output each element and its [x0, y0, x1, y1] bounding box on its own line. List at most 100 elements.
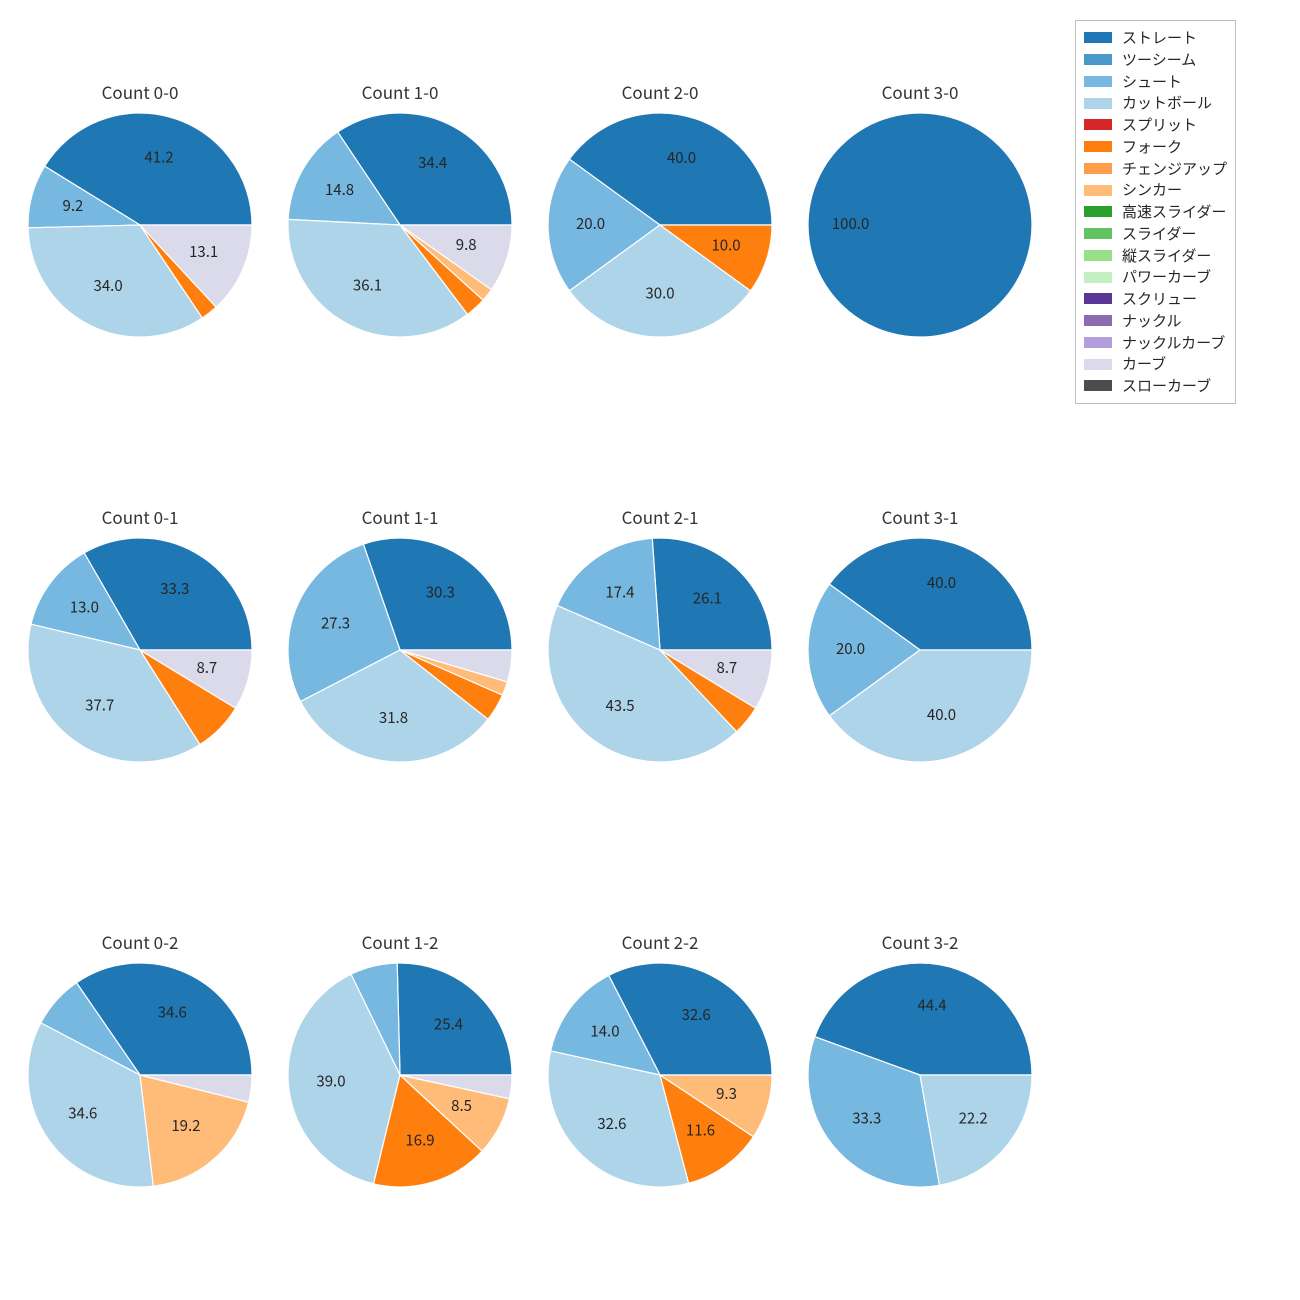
legend-item: カットボール [1084, 92, 1227, 114]
legend-item: 縦スライダー [1084, 245, 1227, 267]
slice-value-label: 8.5 [451, 1095, 472, 1116]
legend-label: チェンジアップ [1122, 158, 1227, 180]
legend-label: シンカー [1122, 179, 1182, 201]
legend-swatch [1084, 119, 1112, 130]
legend-swatch [1084, 380, 1112, 391]
legend-item: カーブ [1084, 353, 1227, 375]
slice-value-label: 13.0 [70, 597, 99, 618]
pie-title: Count 0-1 [102, 504, 179, 529]
legend: ストレートツーシームシュートカットボールスプリットフォークチェンジアップシンカー… [1075, 20, 1236, 404]
slice-value-label: 19.2 [171, 1115, 200, 1136]
legend-label: ストレート [1122, 27, 1197, 49]
slice-value-label: 22.2 [959, 1108, 988, 1129]
slice-value-label: 36.1 [353, 274, 382, 295]
slice-value-label: 26.1 [693, 587, 722, 608]
legend-item: スライダー [1084, 223, 1227, 245]
pie-title: Count 3-0 [882, 79, 959, 104]
legend-item: ナックル [1084, 310, 1227, 332]
slice-value-label: 40.0 [667, 147, 696, 168]
slice-value-label: 34.4 [418, 152, 447, 173]
legend-label: パワーカーブ [1122, 266, 1211, 288]
legend-swatch [1084, 141, 1112, 152]
pie-title: Count 2-2 [622, 929, 699, 954]
slice-value-label: 13.1 [189, 241, 218, 262]
legend-swatch [1084, 32, 1112, 43]
pie-title: Count 0-2 [102, 929, 179, 954]
pie-slice [920, 1075, 1032, 1185]
legend-item: チェンジアップ [1084, 158, 1227, 180]
legend-swatch [1084, 163, 1112, 174]
slice-value-label: 14.0 [590, 1021, 619, 1042]
pie-count-2-1: 26.1 17.4 43.5 8.7 [508, 498, 812, 802]
pie-title: Count 3-2 [882, 929, 959, 954]
pie-count-1-0: 34.4 14.8 36.1 9.8 [248, 73, 552, 377]
pie-title: Count 0-0 [102, 79, 179, 104]
legend-item: ナックルカーブ [1084, 332, 1227, 354]
slice-value-label: 14.8 [325, 179, 354, 200]
pie-title: Count 1-0 [362, 79, 439, 104]
legend-swatch [1084, 293, 1112, 304]
slice-value-label: 43.5 [605, 695, 634, 716]
pie-title: Count 3-1 [882, 504, 959, 529]
legend-item: シンカー [1084, 179, 1227, 201]
slice-value-label: 17.4 [605, 581, 634, 602]
pie-title: Count 2-1 [622, 504, 699, 529]
slice-value-label: 20.0 [576, 213, 605, 234]
slice-value-label: 10.0 [711, 235, 740, 256]
slice-value-label: 31.8 [379, 707, 408, 728]
pie-count-1-2: 25.439.016.98.5 [248, 923, 552, 1227]
legend-label: スライダー [1122, 223, 1196, 245]
legend-swatch [1084, 206, 1112, 217]
slice-value-label: 34.0 [94, 275, 123, 296]
legend-item: シュート [1084, 71, 1227, 93]
legend-swatch [1084, 185, 1112, 196]
slice-value-label: 8.7 [196, 657, 217, 678]
slice-value-label: 40.0 [927, 572, 956, 593]
legend-label: フォーク [1122, 136, 1182, 158]
legend-item: スクリュー [1084, 288, 1227, 310]
slice-value-label: 100.0 [832, 213, 869, 234]
slice-value-label: 27.3 [321, 612, 350, 633]
legend-swatch [1084, 315, 1112, 326]
slice-value-label: 44.4 [917, 995, 946, 1016]
legend-swatch [1084, 76, 1112, 87]
slice-value-label: 30.3 [426, 582, 455, 603]
slice-value-label: 32.6 [597, 1113, 626, 1134]
legend-label: ナックル [1122, 310, 1182, 332]
legend-swatch [1084, 54, 1112, 65]
legend-label: カーブ [1122, 353, 1166, 375]
slice-value-label: 8.7 [716, 657, 737, 678]
slice-value-label: 39.0 [316, 1070, 345, 1091]
slice-value-label: 9.2 [63, 195, 84, 216]
legend-swatch [1084, 250, 1112, 261]
legend-label: ツーシーム [1122, 49, 1196, 71]
legend-label: スプリット [1122, 114, 1197, 136]
slice-value-label: 9.8 [456, 234, 477, 255]
legend-item: フォーク [1084, 136, 1227, 158]
legend-label: 縦スライダー [1122, 245, 1211, 267]
pie-count-3-0: 100.0 [768, 73, 1072, 377]
legend-item: ツーシーム [1084, 49, 1227, 71]
slice-value-label: 25.4 [434, 1013, 463, 1034]
slice-value-label: 40.0 [927, 704, 956, 725]
slice-value-label: 33.3 [852, 1108, 881, 1129]
legend-item: スローカーブ [1084, 375, 1227, 397]
slice-value-label: 37.7 [85, 695, 114, 716]
legend-label: シュート [1122, 71, 1182, 93]
pie-count-1-1: 30.3 27.3 31.8 [248, 498, 552, 802]
pie-title: Count 1-1 [362, 504, 439, 529]
legend-label: スクリュー [1122, 288, 1197, 310]
legend-swatch [1084, 228, 1112, 239]
legend-swatch [1084, 272, 1112, 283]
legend-item: スプリット [1084, 114, 1227, 136]
legend-swatch [1084, 337, 1112, 348]
legend-item: 高速スライダー [1084, 201, 1227, 223]
slice-value-label: 32.6 [682, 1004, 711, 1025]
slice-value-label: 34.6 [158, 1002, 187, 1023]
legend-item: ストレート [1084, 27, 1227, 49]
legend-label: ナックルカーブ [1122, 332, 1225, 354]
legend-swatch [1084, 359, 1112, 370]
slice-value-label: 33.3 [160, 578, 189, 599]
slice-value-label: 41.2 [144, 146, 173, 167]
legend-swatch [1084, 98, 1112, 109]
